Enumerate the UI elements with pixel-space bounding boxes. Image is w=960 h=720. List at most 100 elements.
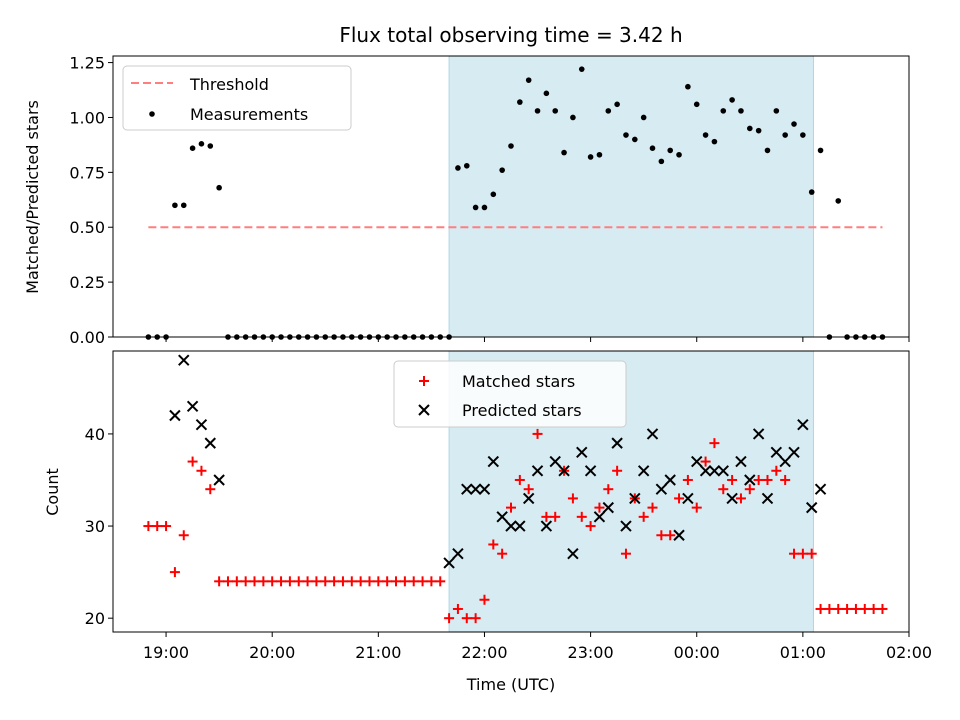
matched-star-point xyxy=(665,530,676,541)
predicted-star-point xyxy=(576,446,588,459)
matched-star-point xyxy=(240,576,251,587)
matched-star-point xyxy=(284,576,295,587)
bottom-xtick-label-1: 20:00 xyxy=(249,643,295,662)
predicted-star-point xyxy=(514,520,526,532)
legend-predicted-label: Predicted stars xyxy=(462,401,582,420)
matched-star-point xyxy=(143,521,154,532)
matched-star-point xyxy=(842,603,853,614)
measurement-point xyxy=(525,77,532,83)
matched-star-point xyxy=(859,603,870,614)
matched-star-point xyxy=(355,576,366,587)
matched-star-point xyxy=(258,576,269,587)
matched-star-point xyxy=(479,594,490,605)
predicted-star-point xyxy=(505,520,517,532)
matched-star-point xyxy=(222,576,233,587)
predicted-star-point xyxy=(461,483,473,495)
measurement-point xyxy=(180,202,187,209)
matched-star-point xyxy=(567,493,578,504)
predicted-star-point xyxy=(549,455,561,468)
matched-star-point xyxy=(506,502,516,513)
top-ytick-label-3: 0.75 xyxy=(69,163,105,182)
bottom-y-axis-label: Count xyxy=(43,468,62,516)
top-subplot: 0.00 0.25 0.50 0.75 1.00 1.25 Threshold Measure… xyxy=(69,54,910,347)
measurement-point xyxy=(543,90,550,97)
chart-title: Flux total observing time = 3.42 h xyxy=(339,23,682,47)
measurement-point xyxy=(463,162,470,169)
predicted-star-point xyxy=(567,547,579,560)
predicted-star-point xyxy=(213,474,225,486)
measurement-point xyxy=(755,127,762,134)
matched-star-point xyxy=(267,576,278,587)
measurement-point xyxy=(817,147,824,154)
predicted-star-point xyxy=(708,465,721,477)
matched-star-point xyxy=(249,576,260,587)
matched-star-point xyxy=(302,576,313,587)
matched-star-point xyxy=(603,484,614,495)
matched-star-point xyxy=(815,603,826,614)
measurement-point xyxy=(490,191,497,198)
measurement-point xyxy=(693,101,700,108)
measurement-point xyxy=(517,99,523,105)
matched-star-point xyxy=(435,576,446,587)
matched-star-point xyxy=(346,576,357,587)
measurement-point xyxy=(676,151,682,158)
predicted-star-point xyxy=(682,492,694,505)
matched-star-point xyxy=(382,576,393,587)
measurement-point xyxy=(640,114,647,121)
measurement-point xyxy=(596,151,603,158)
bottom-xtick-label-7: 02:00 xyxy=(886,643,932,662)
predicted-star-point xyxy=(522,492,535,505)
bottom-ytick-label-2: 40 xyxy=(85,425,105,444)
measurement-point xyxy=(764,147,771,154)
predicted-star-point xyxy=(691,455,703,468)
predicted-star-point xyxy=(752,428,765,440)
predicted-star-point xyxy=(637,465,650,477)
matched-star-point xyxy=(426,576,437,587)
matched-star-point xyxy=(276,576,287,587)
predicted-star-point xyxy=(779,455,791,468)
matched-star-point xyxy=(337,576,348,587)
bottom-legend-box xyxy=(393,360,627,428)
measurement-point xyxy=(578,66,585,72)
matched-star-point xyxy=(735,493,746,504)
matched-star-point xyxy=(682,474,693,485)
measurement-point xyxy=(614,101,620,108)
measurement-point xyxy=(685,83,691,90)
predicted-star-point xyxy=(487,455,500,468)
bottom-xtick-label-3: 22:00 xyxy=(461,643,507,662)
predicted-star-point xyxy=(169,409,181,422)
bottom-subplot: 20 30 40 19:00 20:00 21:00 22:00 23:00 00:00 01:0… xyxy=(85,350,932,662)
matched-star-point xyxy=(391,576,402,587)
matched-star-point xyxy=(727,474,738,485)
matched-star-point xyxy=(612,465,623,476)
predicted-star-point xyxy=(195,418,208,431)
predicted-star-point xyxy=(717,465,729,477)
matched-star-point xyxy=(744,484,755,495)
measurement-point xyxy=(773,108,780,114)
matched-star-point xyxy=(638,511,649,522)
matched-star-point xyxy=(329,576,340,587)
matched-star-point xyxy=(399,576,410,587)
measurement-point xyxy=(189,145,196,152)
measurement-point xyxy=(623,132,629,138)
predicted-star-point xyxy=(744,474,756,486)
predicted-star-point xyxy=(531,465,544,477)
matched-star-point xyxy=(152,521,163,532)
predicted-star-point xyxy=(770,446,783,459)
predicted-star-point xyxy=(452,547,464,560)
measurement-point xyxy=(508,143,514,149)
measurement-point xyxy=(782,132,788,138)
matched-star-point xyxy=(169,567,180,578)
measurement-point xyxy=(561,149,567,156)
measurement-point xyxy=(587,154,594,160)
measurement-point xyxy=(738,108,744,114)
measurement-point xyxy=(570,114,576,121)
matched-star-point xyxy=(620,548,631,559)
measurement-point xyxy=(499,167,505,173)
matched-star-point xyxy=(532,428,543,439)
legend-measurements-swatch xyxy=(149,111,155,117)
measurement-point xyxy=(667,147,673,154)
matched-star-point xyxy=(656,530,667,541)
matched-star-point xyxy=(762,474,773,485)
matched-star-point xyxy=(444,613,455,624)
